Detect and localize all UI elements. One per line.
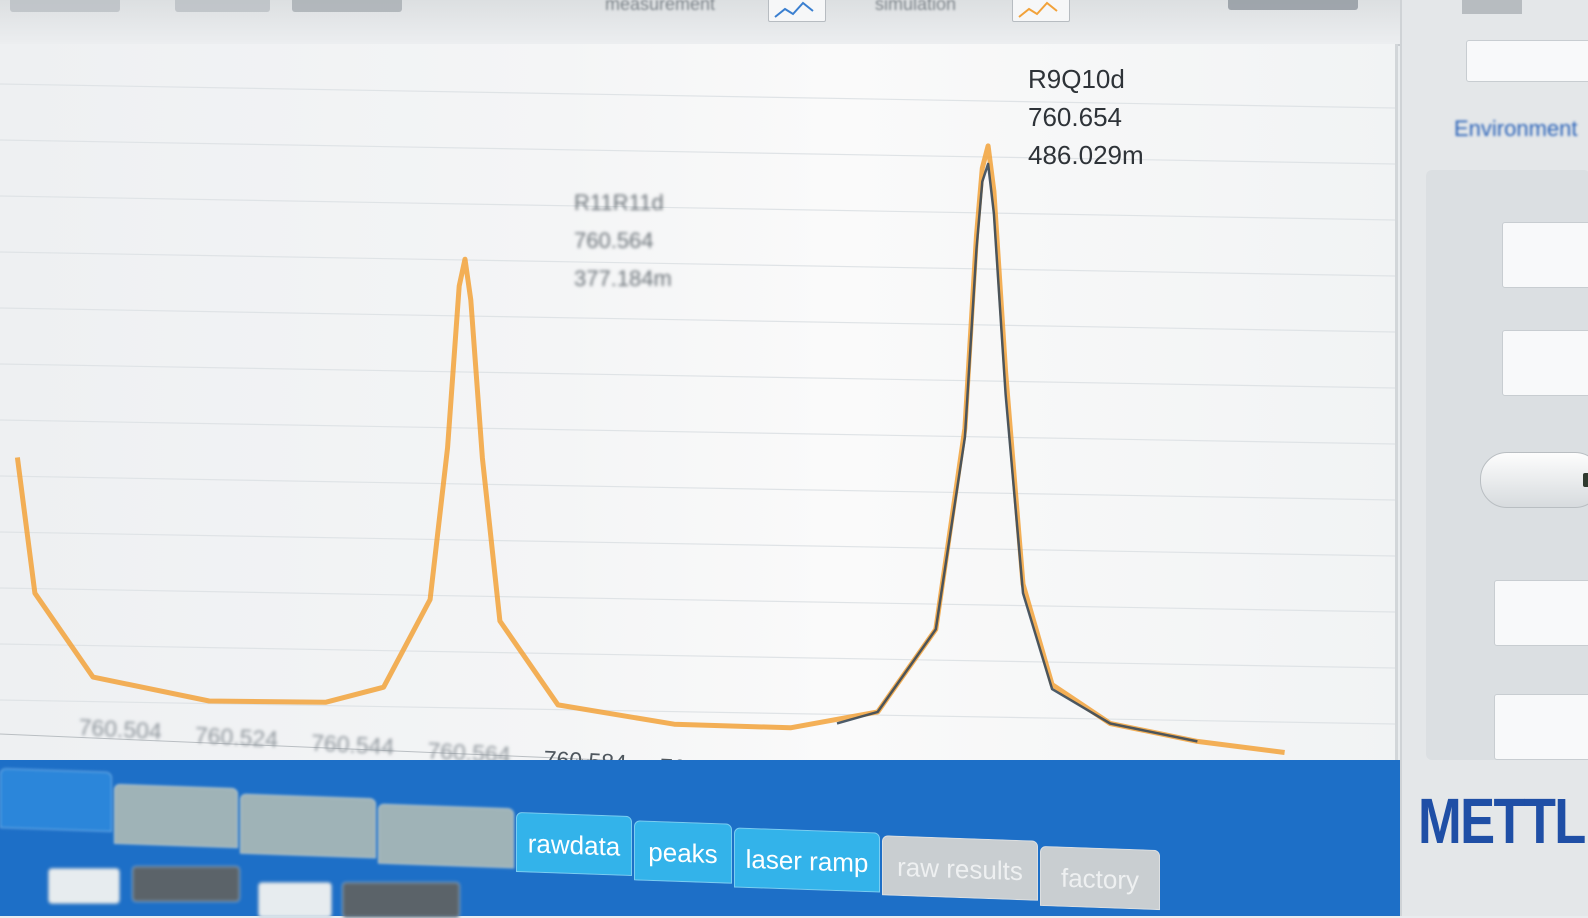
tab-item-2[interactable] [240, 793, 376, 859]
series-simulation-line [14, 143, 1285, 755]
right-panel-input[interactable] [1502, 330, 1588, 396]
legend-simulation-swatch[interactable] [1012, 0, 1070, 22]
right-panel-input[interactable] [1466, 40, 1588, 82]
tab-raw-results[interactable]: raw results [882, 835, 1038, 901]
right-panel-toggle[interactable] [1480, 452, 1588, 508]
x-tick-label: 760.504 [78, 714, 163, 744]
panel-header-button[interactable] [1462, 0, 1522, 14]
toggle-knob [1583, 473, 1588, 487]
spectrum-plot[interactable]: 760.504760.524760.544760.564760.584760.6… [0, 44, 1398, 774]
grid-line [0, 363, 1395, 389]
peak-annotation-line2: 760.564 [574, 228, 654, 253]
toolbar-button[interactable] [175, 0, 270, 12]
tab-item-1[interactable] [114, 783, 238, 849]
right-panel-input[interactable] [1502, 222, 1588, 288]
legend-simulation-label: simulation [875, 0, 957, 14]
grid-line [0, 475, 1395, 501]
peak-annotation-line1: R9Q10d [1028, 64, 1125, 94]
graph-tools-icon[interactable] [1228, 0, 1358, 10]
chart-toolbar: measurement simulation [0, 0, 1420, 46]
tab-factory[interactable]: factory [1040, 845, 1160, 911]
peak-annotation-line2: 760.654 [1028, 102, 1122, 132]
brand-logo: METTL [1418, 785, 1586, 857]
x-tick-label: 760.544 [311, 730, 396, 760]
grid-line [0, 699, 1395, 725]
right-panel-input[interactable] [1494, 694, 1588, 760]
tab-peaks[interactable]: peaks [634, 820, 732, 884]
line-plot-icon [774, 1, 814, 18]
line-plot-icon [1018, 1, 1058, 18]
peak-annotation-line3: 377.184m [574, 266, 672, 291]
bottom-control[interactable] [48, 868, 120, 904]
bottom-control-value[interactable] [342, 882, 460, 918]
spectrum-chart: 760.504760.524760.544760.564760.584760.6… [0, 64, 1395, 774]
x-tick-label: 760.524 [194, 722, 279, 752]
tab-item-3[interactable] [378, 803, 514, 869]
grid-line [0, 643, 1395, 669]
legend-measurement-swatch[interactable] [768, 0, 826, 22]
grid-line [0, 307, 1395, 333]
toolbar-button[interactable] [10, 0, 120, 12]
grid-line [0, 83, 1395, 109]
tab-rawdata[interactable]: rawdata [516, 811, 632, 877]
grid-line [0, 195, 1395, 221]
peak-annotation-line3: 486.029m [1028, 140, 1144, 170]
tab-item-0[interactable] [0, 768, 112, 832]
right-panel-input[interactable] [1494, 580, 1588, 646]
peak-annotation-line1: R11R11d [574, 190, 664, 215]
grid-line [0, 251, 1395, 277]
series-measurement-line [836, 162, 1198, 743]
bottom-control[interactable] [258, 882, 332, 918]
tab-laser-ramp[interactable]: laser ramp [734, 827, 880, 893]
environment-label: Environment [1454, 116, 1578, 141]
bottom-control-value[interactable] [132, 866, 240, 902]
grid-line [0, 531, 1395, 557]
grid-line [0, 587, 1395, 613]
tab-bar: rawdata peaks laser ramp raw results factory [0, 768, 1400, 911]
right-panel: Environment [1400, 0, 1588, 916]
toolbar-button[interactable] [292, 0, 402, 12]
grid-line [0, 139, 1395, 165]
legend-measurement-label: measurement [605, 0, 716, 14]
grid-line [0, 419, 1395, 445]
